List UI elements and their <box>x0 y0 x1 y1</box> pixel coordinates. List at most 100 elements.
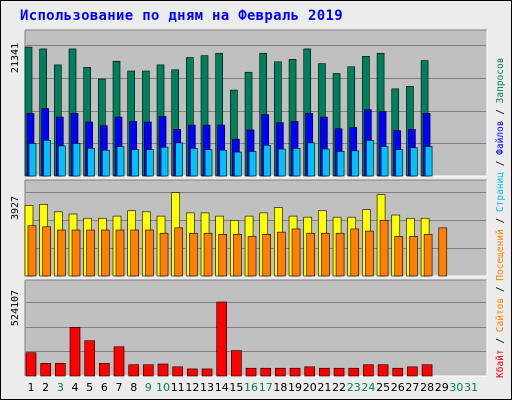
kbytes-bar <box>289 367 301 377</box>
pages-bar <box>204 149 213 177</box>
kbytes-bar <box>392 367 404 377</box>
sites-bar <box>130 229 139 277</box>
pages-bar <box>410 147 418 177</box>
pages-bar <box>87 148 95 177</box>
x-tick-label: 30 <box>449 381 463 394</box>
x-tick-label: 5 <box>86 381 93 394</box>
pages-bar <box>190 148 198 177</box>
x-tick-label: 8 <box>130 381 137 394</box>
sites-bar <box>174 227 183 277</box>
x-tick-label: 4 <box>72 381 79 394</box>
x-tick-label: 12 <box>185 381 199 394</box>
x-tick-label: 24 <box>361 381 375 394</box>
kbytes-bar <box>319 367 330 377</box>
x-tick-label: 1 <box>28 381 35 394</box>
sites-bar <box>42 226 51 277</box>
x-tick-label: 22 <box>332 381 346 394</box>
kbytes-bar <box>377 364 389 377</box>
x-tick-label: 9 <box>145 381 152 394</box>
kbytes-bar <box>421 364 433 377</box>
legend-pages: Страниц <box>495 172 506 212</box>
pages-bar <box>248 151 257 177</box>
pages-bar <box>307 142 316 177</box>
legend-kbytes: Кбайт <box>495 349 506 378</box>
x-tick-label: 19 <box>288 381 302 394</box>
sites-bar <box>218 233 228 277</box>
legend-separator: / <box>495 103 506 120</box>
kbytes-bar <box>143 364 154 377</box>
kbytes-bar <box>216 301 228 377</box>
x-tick-label: 2 <box>42 381 49 394</box>
x-tick-label: 29 <box>435 381 449 394</box>
sites-bar <box>350 228 360 277</box>
kbytes-bar <box>275 367 286 377</box>
sites-bar <box>409 236 418 277</box>
kbytes-bar <box>99 362 110 377</box>
pages-bar <box>395 149 404 177</box>
sites-bar <box>115 229 125 277</box>
x-tick-label: 31 <box>464 381 478 394</box>
kbytes-bar <box>84 340 95 377</box>
kbytes-bar <box>40 362 51 377</box>
legend-visits: Посещений <box>495 229 506 280</box>
kbytes-bar <box>55 362 66 377</box>
kbytes-bar <box>113 346 125 377</box>
sites-bar <box>101 229 110 277</box>
x-tick-label: 26 <box>391 381 405 394</box>
sites-bar <box>394 236 404 277</box>
sites-bar <box>379 220 389 277</box>
x-tick-label: 14 <box>215 381 229 394</box>
sites-bar <box>335 232 345 277</box>
kbytes-bar <box>128 364 139 377</box>
chart-title: Использование по дням на Февраль 2019 <box>20 8 343 24</box>
legend-hits: Запросов <box>495 58 506 104</box>
x-tick-label: 17 <box>259 381 273 394</box>
panel-3-ymax-label: 524107 <box>10 290 21 326</box>
sites-bar <box>233 233 242 277</box>
sites-bar <box>423 233 433 277</box>
sites-bar <box>306 232 316 277</box>
x-tick-label: 7 <box>116 381 123 394</box>
sites-bar <box>86 229 95 277</box>
kbytes-bar <box>69 326 81 377</box>
kbytes-bar <box>407 366 418 377</box>
pages-bar <box>219 149 228 177</box>
pages-bar <box>116 146 125 177</box>
pages-bar <box>336 151 345 177</box>
sites-bar <box>145 229 154 277</box>
kbytes-bar <box>333 367 345 377</box>
x-tick-label: 25 <box>376 381 390 394</box>
pages-bar <box>72 143 81 177</box>
pages-bar <box>102 149 110 177</box>
sites-bar <box>365 230 374 277</box>
pages-bar <box>28 143 37 177</box>
legend-sites: Сайтов <box>495 298 506 332</box>
x-tick-label: 20 <box>303 381 317 394</box>
x-tick-label: 10 <box>156 381 170 394</box>
pages-bar <box>322 148 330 177</box>
sites-bar <box>27 225 37 277</box>
pages-bar <box>278 148 286 177</box>
panel-2-ymax-label: 3927 <box>10 196 21 220</box>
sites-bar <box>247 236 257 277</box>
pages-bar <box>43 140 51 177</box>
kbytes-bar <box>25 352 37 377</box>
sites-bar <box>57 229 66 277</box>
x-tick-label: 6 <box>101 381 108 394</box>
sites-bar <box>262 233 272 277</box>
x-tick-label: 15 <box>229 381 243 394</box>
pages-bar <box>146 149 154 177</box>
kbytes-bar <box>172 366 183 377</box>
legend-separator: / <box>495 155 506 172</box>
kbytes-bar <box>348 367 360 377</box>
pages-bar <box>366 140 374 177</box>
sites-bar <box>321 232 330 277</box>
sites-bar <box>159 232 169 277</box>
pages-bar <box>175 142 183 177</box>
sites-bar <box>277 231 286 277</box>
x-tick-label: 13 <box>200 381 214 394</box>
legend-files: Файлов <box>495 121 506 155</box>
pages-bar <box>58 145 66 177</box>
pages-bar <box>380 146 389 177</box>
